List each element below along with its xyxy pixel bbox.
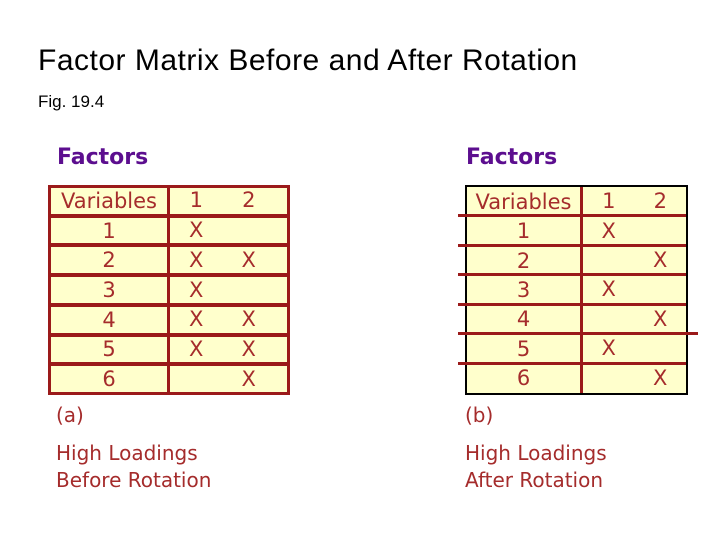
table-row: 3 X — [467, 275, 686, 305]
loadings-cell: X X — [170, 247, 287, 273]
variable-label: 4 — [467, 304, 583, 335]
row-separator-line — [458, 302, 686, 306]
loading-factor1: X — [601, 218, 616, 243]
table-header-row: Variables 1 2 — [467, 187, 686, 217]
table-row: 6 X — [467, 363, 686, 393]
variable-label: 6 — [467, 363, 583, 393]
caption-line: High Loadings — [465, 441, 607, 465]
loading-factor2: X — [653, 248, 668, 273]
loading-factor1: X — [189, 277, 204, 302]
panel-caption-after: High Loadings After Rotation — [465, 440, 607, 494]
factors-heading-after: Factors — [466, 145, 558, 170]
row-separator-line — [458, 332, 698, 336]
panel-label-b: (b) — [465, 403, 494, 427]
variable-label: 5 — [51, 336, 170, 363]
factor-headers-cell: 1 2 — [170, 188, 287, 214]
table-row: 2 X X — [51, 247, 287, 278]
loadings-cell: X — [583, 364, 686, 393]
loadings-cell: X — [583, 216, 686, 245]
factors-heading-before: Factors — [57, 145, 149, 170]
table-row: 1 X — [467, 216, 686, 246]
loading-factor2: X — [241, 366, 256, 391]
loadings-cell: X — [583, 305, 686, 334]
factor-matrix-table-before: Variables 1 2 1 X 2 X X 3 X — [48, 185, 290, 395]
variable-label: 1 — [51, 217, 170, 244]
variables-column-header: Variables — [467, 187, 583, 217]
loadings-cell: X — [170, 277, 287, 303]
figure-number-label: Fig. 19.4 — [38, 92, 105, 111]
loadings-cell: X X — [170, 307, 287, 333]
variable-label: 5 — [467, 334, 583, 364]
table-header-row: Variables 1 2 — [51, 188, 287, 218]
loading-factor2: X — [241, 307, 256, 332]
table-row: 2 X — [467, 245, 686, 276]
variable-label: 4 — [51, 306, 170, 333]
loadings-cell: X — [170, 218, 287, 244]
table-row: 5 X — [467, 334, 686, 364]
loading-factor1: X — [189, 307, 204, 332]
loading-factor2: X — [241, 247, 256, 272]
panel-caption-before: High Loadings Before Rotation — [56, 440, 211, 494]
table-row: 3 X — [51, 277, 287, 307]
table-row: 4 X X — [51, 306, 287, 337]
loading-factor2: X — [653, 365, 668, 390]
factor-matrix-table-after: Variables 1 2 1 X 2 X 3 X — [458, 185, 698, 395]
loading-factor2: X — [653, 306, 668, 331]
caption-line: After Rotation — [465, 468, 604, 492]
table-row: 6 X — [51, 366, 287, 393]
loadings-cell: X X — [170, 337, 287, 363]
table-row: 5 X X — [51, 336, 287, 367]
factor2-column-header: 2 — [653, 189, 667, 214]
variable-label: 6 — [51, 366, 170, 393]
table-row: 1 X — [51, 217, 287, 248]
row-separator-line — [458, 243, 686, 247]
factor1-column-header: 1 — [189, 188, 203, 213]
variable-label: 3 — [51, 277, 170, 303]
variables-column-header: Variables — [51, 188, 170, 214]
row-separator-line — [458, 214, 686, 218]
loading-factor1: X — [189, 218, 204, 243]
factor1-column-header: 1 — [602, 189, 616, 214]
loading-factor2: X — [241, 336, 256, 361]
caption-line: Before Rotation — [56, 468, 212, 492]
loading-factor1: X — [189, 247, 204, 272]
loading-factor1: X — [189, 336, 204, 361]
slide-title: Factor Matrix Before and After Rotation — [38, 44, 578, 77]
factor2-column-header: 2 — [242, 188, 256, 213]
loadings-cell: X — [583, 246, 686, 275]
variable-label: 2 — [51, 247, 170, 274]
table-row: 4 X — [467, 304, 686, 335]
loadings-cell: X — [170, 366, 287, 392]
caption-line: High Loadings — [56, 441, 198, 465]
factor-headers-cell: 1 2 — [583, 187, 686, 216]
loading-factor1: X — [601, 277, 616, 302]
loadings-cell: X — [583, 275, 686, 304]
variable-label: 3 — [467, 275, 583, 305]
loading-factor1: X — [601, 336, 616, 361]
variable-label: 1 — [467, 216, 583, 246]
row-separator-line — [458, 361, 686, 365]
loadings-cell: X — [583, 334, 686, 363]
variable-label: 2 — [467, 245, 583, 276]
row-separator-line — [458, 273, 686, 277]
panel-label-a: (a) — [56, 403, 84, 427]
